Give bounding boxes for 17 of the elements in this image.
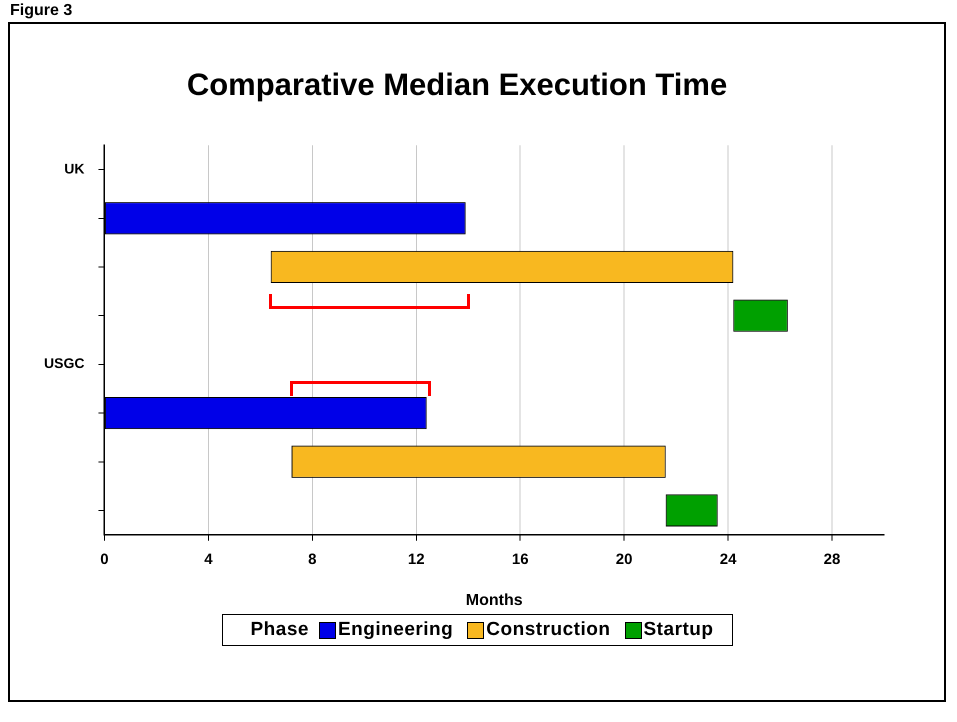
x-tick-label: 20: [616, 550, 632, 568]
x-tick-label: 16: [512, 550, 529, 568]
y-tick-label: USGC: [44, 355, 84, 372]
x-tick-label: 12: [408, 550, 425, 568]
x-tick-label: 4: [204, 550, 214, 568]
x-tick-label: 0: [100, 550, 109, 568]
x-tick-label: 28: [824, 550, 840, 568]
caption: Figure 3: [10, 2, 72, 20]
y-tick-label: UK: [64, 160, 84, 176]
legend-title: Phase: [250, 619, 309, 641]
legend-label: Construction: [486, 619, 610, 641]
x-axis-title: Months: [466, 592, 523, 609]
x-tick-label: 8: [308, 550, 316, 568]
x-tick-label: 24: [720, 550, 738, 568]
legend-label: Startup: [644, 619, 714, 641]
chart-title: Comparative Median Execution Time: [186, 67, 728, 102]
legend-label: Engineering: [338, 619, 454, 641]
